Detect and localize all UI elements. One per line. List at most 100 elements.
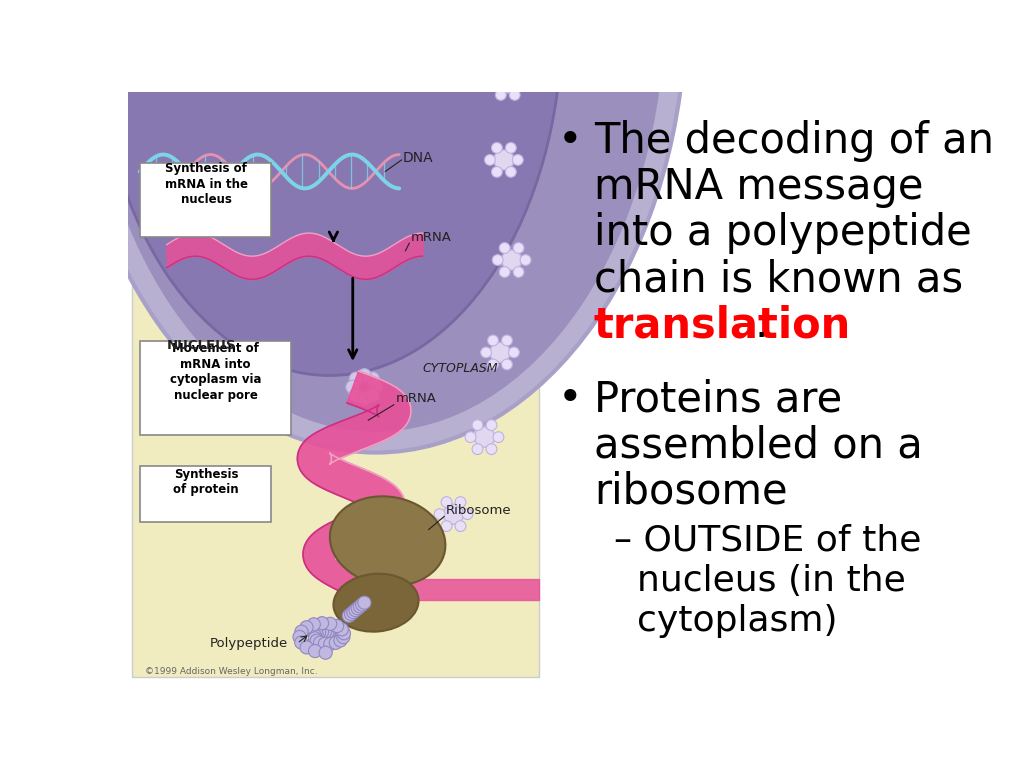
Text: of protein: of protein [173,483,239,496]
Circle shape [315,617,329,630]
Circle shape [342,609,355,622]
Circle shape [357,369,372,382]
Text: DNA: DNA [403,151,434,165]
Circle shape [323,628,336,641]
Circle shape [349,372,364,386]
Circle shape [379,551,390,561]
Circle shape [393,551,403,561]
FancyBboxPatch shape [140,466,271,521]
Circle shape [513,243,524,253]
FancyBboxPatch shape [140,341,291,435]
Circle shape [319,646,332,659]
Circle shape [455,497,466,508]
Circle shape [472,444,483,455]
Text: Ribosome: Ribosome [445,504,511,517]
Circle shape [369,380,383,394]
Text: Synthesis of: Synthesis of [165,162,247,175]
Circle shape [512,154,523,165]
Circle shape [500,243,510,253]
Polygon shape [297,371,411,607]
Circle shape [462,508,473,519]
Text: nucleus (in the: nucleus (in the [613,564,905,598]
Circle shape [353,600,367,613]
Circle shape [318,637,332,650]
Text: The decoding of an: The decoding of an [594,120,994,162]
Text: •: • [558,120,583,162]
Text: mRNA into: mRNA into [180,358,251,371]
Text: •: • [558,378,583,420]
Circle shape [372,563,383,574]
Circle shape [300,621,313,634]
Circle shape [498,73,518,93]
Text: – OUTSIDE of the: – OUTSIDE of the [613,524,921,558]
Circle shape [313,636,327,649]
Circle shape [488,78,500,88]
Circle shape [489,343,510,362]
Circle shape [486,420,497,431]
Circle shape [506,167,516,177]
Ellipse shape [334,574,419,631]
Text: mRNA in the: mRNA in the [165,177,248,190]
Text: mRNA: mRNA [411,230,452,243]
Circle shape [443,504,464,524]
Circle shape [310,627,324,641]
FancyBboxPatch shape [140,163,271,237]
Text: Proteins are: Proteins are [594,378,842,420]
Circle shape [496,65,506,76]
Circle shape [351,602,365,615]
Ellipse shape [66,0,686,452]
Circle shape [308,630,322,643]
Text: ribosome: ribosome [594,471,787,512]
Ellipse shape [330,496,445,586]
Circle shape [366,389,380,402]
Circle shape [520,255,531,266]
Text: cytoplasm via: cytoplasm via [170,373,261,386]
Text: NUCLEUS: NUCLEUS [167,339,237,352]
Circle shape [293,631,306,644]
Text: nucleus: nucleus [181,193,231,206]
Circle shape [486,444,497,455]
Circle shape [355,598,369,611]
Circle shape [308,632,322,645]
Circle shape [502,335,512,346]
Circle shape [516,78,527,88]
Circle shape [441,497,452,508]
Circle shape [331,620,344,633]
Bar [132,98,539,677]
Ellipse shape [97,0,562,376]
Text: cytoplasm): cytoplasm) [613,604,838,638]
Circle shape [441,521,452,531]
Circle shape [500,266,510,277]
Text: ©1999 Addison Wesley Longman, Inc.: ©1999 Addison Wesley Longman, Inc. [145,667,317,677]
Circle shape [455,521,466,531]
Circle shape [434,508,445,519]
Circle shape [487,335,499,346]
Circle shape [502,359,512,370]
Circle shape [334,634,347,647]
Circle shape [330,636,342,649]
Text: Movement of: Movement of [172,343,259,356]
Circle shape [344,607,357,621]
Text: translation: translation [594,304,851,346]
Circle shape [346,380,359,394]
Circle shape [307,617,321,631]
Circle shape [310,634,324,647]
Circle shape [393,574,403,585]
Circle shape [480,347,492,358]
Circle shape [349,604,362,617]
Circle shape [493,255,503,266]
Text: Synthesis: Synthesis [174,468,239,481]
Circle shape [300,641,313,654]
Circle shape [337,631,350,644]
Circle shape [349,389,364,402]
Text: CYTOPLASM: CYTOPLASM [423,362,498,375]
Circle shape [347,605,359,618]
Circle shape [506,143,516,154]
Text: assembled on a: assembled on a [594,424,923,466]
Circle shape [381,558,401,578]
Circle shape [513,266,524,277]
Circle shape [337,627,350,640]
Circle shape [474,427,495,447]
Circle shape [496,90,506,101]
Text: chain is known as: chain is known as [594,258,963,300]
